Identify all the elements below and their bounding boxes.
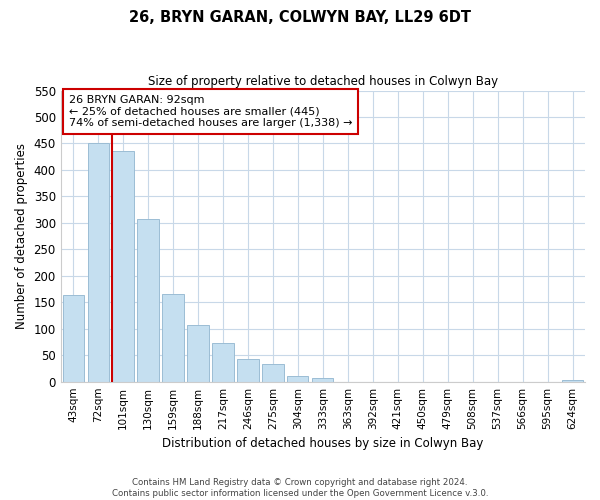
Title: Size of property relative to detached houses in Colwyn Bay: Size of property relative to detached ho… (148, 75, 498, 88)
Bar (112, 152, 134, 382)
Bar (187, 324, 209, 382)
Text: Contains HM Land Registry data © Crown copyright and database right 2024.
Contai: Contains HM Land Registry data © Crown c… (112, 478, 488, 498)
Text: 26, BRYN GARAN, COLWYN BAY, LL29 6DT: 26, BRYN GARAN, COLWYN BAY, LL29 6DT (129, 10, 471, 25)
Bar (312, 378, 334, 382)
Bar (262, 364, 284, 382)
Bar (212, 342, 233, 382)
Bar (137, 218, 158, 382)
Bar (88, 144, 109, 382)
X-axis label: Distribution of detached houses by size in Colwyn Bay: Distribution of detached houses by size … (162, 437, 484, 450)
Y-axis label: Number of detached properties: Number of detached properties (15, 143, 28, 329)
Bar (62, 296, 84, 382)
Bar (287, 376, 308, 382)
Bar (238, 359, 259, 382)
Bar (163, 294, 184, 382)
Bar (562, 380, 583, 382)
Text: 26 BRYN GARAN: 92sqm
← 25% of detached houses are smaller (445)
74% of semi-deta: 26 BRYN GARAN: 92sqm ← 25% of detached h… (68, 95, 352, 128)
